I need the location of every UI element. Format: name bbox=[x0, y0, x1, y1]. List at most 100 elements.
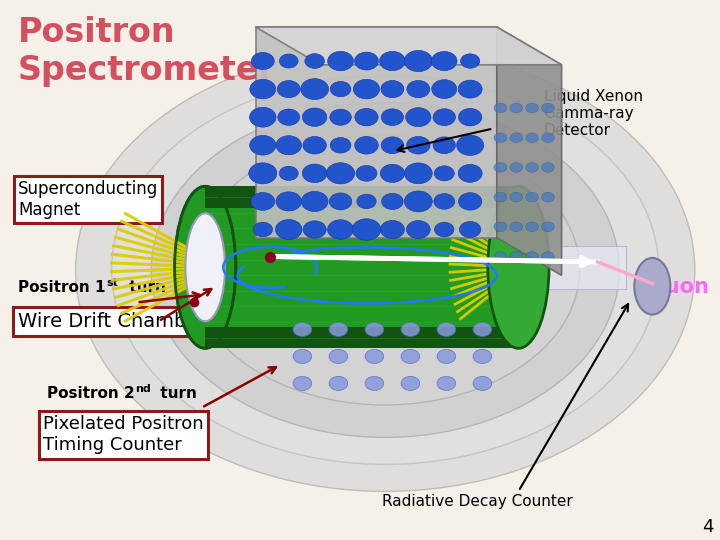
Polygon shape bbox=[205, 186, 518, 208]
Circle shape bbox=[434, 194, 454, 209]
Circle shape bbox=[433, 109, 456, 126]
Polygon shape bbox=[256, 27, 562, 65]
Circle shape bbox=[382, 109, 403, 125]
Circle shape bbox=[330, 138, 351, 153]
Ellipse shape bbox=[112, 76, 659, 464]
Circle shape bbox=[277, 80, 300, 98]
Circle shape bbox=[407, 80, 430, 98]
Circle shape bbox=[526, 222, 539, 232]
Ellipse shape bbox=[488, 186, 549, 348]
Circle shape bbox=[329, 193, 352, 210]
Circle shape bbox=[365, 349, 384, 363]
Text: turn: turn bbox=[124, 280, 166, 295]
Circle shape bbox=[541, 103, 554, 113]
Circle shape bbox=[458, 164, 482, 183]
Circle shape bbox=[276, 192, 302, 211]
Circle shape bbox=[459, 193, 482, 210]
Circle shape bbox=[293, 376, 312, 390]
Circle shape bbox=[279, 166, 298, 180]
Circle shape bbox=[329, 349, 348, 363]
Polygon shape bbox=[256, 27, 497, 238]
Text: Liquid Xenon
Gamma-ray
Detector: Liquid Xenon Gamma-ray Detector bbox=[544, 89, 643, 138]
Circle shape bbox=[494, 192, 507, 202]
Ellipse shape bbox=[191, 135, 580, 405]
Circle shape bbox=[541, 163, 554, 172]
Circle shape bbox=[401, 376, 420, 390]
Circle shape bbox=[301, 191, 328, 212]
Text: st: st bbox=[107, 278, 118, 288]
Circle shape bbox=[510, 103, 523, 113]
Text: Positron 2: Positron 2 bbox=[47, 386, 135, 401]
Circle shape bbox=[302, 164, 327, 183]
Circle shape bbox=[473, 322, 492, 336]
Circle shape bbox=[510, 192, 523, 202]
Text: Positron 1: Positron 1 bbox=[18, 280, 106, 295]
Circle shape bbox=[401, 349, 420, 363]
Circle shape bbox=[541, 192, 554, 202]
Circle shape bbox=[329, 322, 348, 336]
Text: Gamma-ray: Gamma-ray bbox=[331, 228, 484, 252]
Circle shape bbox=[381, 80, 404, 98]
Text: Radiative Decay Counter: Radiative Decay Counter bbox=[382, 494, 572, 509]
Circle shape bbox=[329, 376, 348, 390]
Circle shape bbox=[434, 222, 454, 237]
Circle shape bbox=[407, 137, 430, 154]
Circle shape bbox=[432, 80, 456, 98]
Circle shape bbox=[541, 252, 554, 261]
Circle shape bbox=[293, 349, 312, 363]
Circle shape bbox=[248, 163, 277, 184]
Circle shape bbox=[303, 137, 326, 154]
Circle shape bbox=[276, 220, 302, 239]
Text: Muon: Muon bbox=[644, 277, 709, 298]
Circle shape bbox=[510, 252, 523, 261]
Circle shape bbox=[357, 194, 376, 208]
Text: 4: 4 bbox=[702, 517, 714, 536]
Circle shape bbox=[541, 222, 554, 232]
Circle shape bbox=[278, 109, 300, 125]
Circle shape bbox=[305, 53, 325, 69]
Circle shape bbox=[302, 108, 327, 126]
Circle shape bbox=[473, 376, 492, 390]
Circle shape bbox=[405, 191, 432, 212]
Circle shape bbox=[437, 349, 456, 363]
Circle shape bbox=[473, 349, 492, 363]
Circle shape bbox=[382, 193, 403, 210]
Ellipse shape bbox=[634, 258, 670, 314]
Circle shape bbox=[381, 137, 404, 154]
Circle shape bbox=[404, 50, 433, 72]
Circle shape bbox=[401, 322, 420, 336]
Circle shape bbox=[293, 322, 312, 336]
Circle shape bbox=[526, 163, 539, 172]
Circle shape bbox=[276, 136, 302, 155]
Circle shape bbox=[526, 192, 539, 202]
Circle shape bbox=[279, 54, 298, 68]
Circle shape bbox=[405, 163, 432, 184]
Circle shape bbox=[355, 109, 378, 126]
Circle shape bbox=[251, 193, 274, 210]
Text: Pixelated Positron
Timing Counter: Pixelated Positron Timing Counter bbox=[43, 415, 204, 454]
Circle shape bbox=[494, 103, 507, 113]
Circle shape bbox=[510, 133, 523, 143]
Circle shape bbox=[461, 54, 480, 68]
Circle shape bbox=[379, 51, 405, 71]
Polygon shape bbox=[205, 327, 518, 348]
Circle shape bbox=[354, 52, 379, 70]
Circle shape bbox=[434, 166, 454, 181]
Circle shape bbox=[431, 51, 457, 71]
Circle shape bbox=[253, 222, 273, 237]
Circle shape bbox=[405, 107, 431, 127]
Circle shape bbox=[459, 109, 482, 126]
Circle shape bbox=[365, 376, 384, 390]
Circle shape bbox=[458, 80, 482, 98]
Circle shape bbox=[380, 164, 405, 183]
Circle shape bbox=[365, 322, 384, 336]
Circle shape bbox=[433, 137, 456, 154]
Text: turn: turn bbox=[155, 386, 197, 401]
Circle shape bbox=[494, 133, 507, 143]
Circle shape bbox=[250, 107, 276, 127]
Circle shape bbox=[303, 221, 326, 238]
Circle shape bbox=[250, 79, 276, 99]
Circle shape bbox=[380, 220, 405, 239]
Circle shape bbox=[494, 252, 507, 261]
Circle shape bbox=[526, 133, 539, 143]
